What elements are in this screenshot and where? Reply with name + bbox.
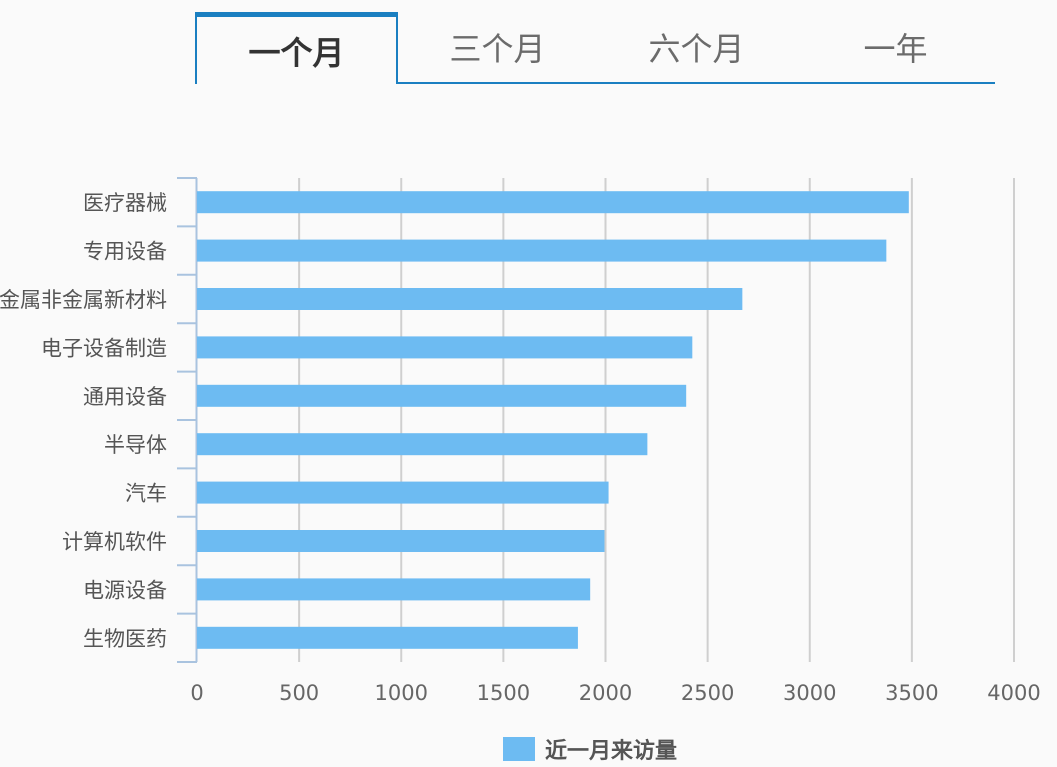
- category-label: 专用设备: [83, 240, 167, 264]
- category-label: 医疗器械: [83, 191, 167, 215]
- category-label: 计算机软件: [62, 530, 167, 554]
- bar: [197, 481, 609, 504]
- tab-three-months[interactable]: 三个月: [449, 30, 546, 68]
- x-tick-label: 1000: [375, 681, 428, 705]
- x-tick-label: 2000: [579, 681, 632, 705]
- x-tick-label: 0: [190, 681, 203, 705]
- category-label: 汽车: [125, 482, 167, 506]
- category-label: 半导体: [104, 433, 167, 457]
- category-label: 通用设备: [83, 385, 167, 409]
- category-label: 电子设备制造: [41, 336, 167, 360]
- category-label: 生物医药: [83, 627, 167, 651]
- x-tick-label: 3000: [783, 681, 836, 705]
- chart-legend[interactable]: 近一月来访量: [503, 734, 677, 764]
- legend-swatch: [503, 737, 535, 761]
- bar: [197, 239, 887, 262]
- bar: [197, 191, 909, 214]
- tab-one-year[interactable]: 一年: [863, 30, 928, 68]
- bar: [197, 288, 743, 310]
- x-tick-label: 500: [279, 681, 319, 705]
- bar: [197, 626, 578, 649]
- category-label: 金属非金属新材料: [0, 288, 167, 312]
- x-tick-label: 3500: [885, 681, 938, 705]
- bar: [197, 336, 693, 359]
- bar: [197, 530, 605, 552]
- legend-label: 近一月来访量: [545, 739, 678, 764]
- tab-six-months[interactable]: 六个月: [648, 30, 745, 68]
- x-tick-label: 2500: [681, 681, 734, 705]
- bar-chart: 医疗器械专用设备金属非金属新材料电子设备制造通用设备半导体汽车计算机软件电源设备…: [0, 177, 1041, 705]
- tab-one-month[interactable]: 一个月: [195, 12, 398, 84]
- bar: [197, 578, 591, 601]
- x-tick-label: 4000: [987, 681, 1040, 705]
- x-tick-label: 1500: [477, 681, 530, 705]
- category-label: 电源设备: [83, 578, 167, 602]
- bar: [197, 384, 687, 407]
- period-tabs: 一个月 三个月 六个月 一年: [195, 12, 995, 84]
- bar: [197, 433, 648, 456]
